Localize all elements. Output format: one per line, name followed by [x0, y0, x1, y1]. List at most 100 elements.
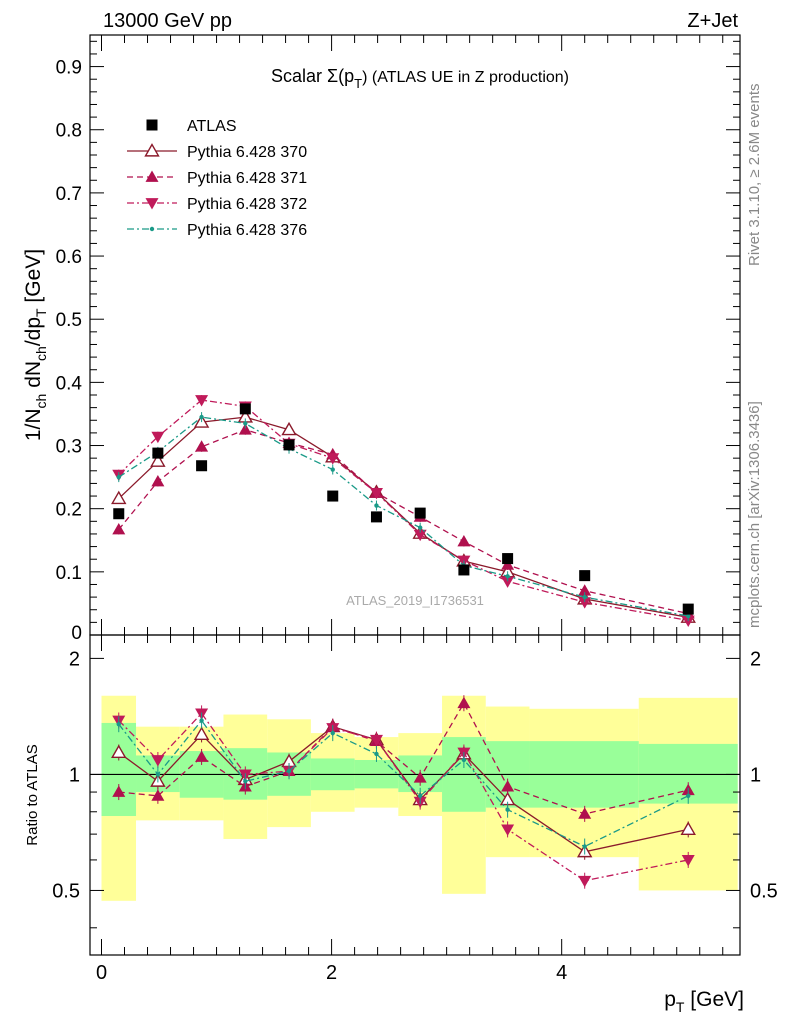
ratio-tick-label: 0.5	[52, 880, 80, 902]
y-tick-label: 0.6	[56, 247, 82, 268]
series-marker-3	[417, 525, 423, 530]
y-tick-label: 0.7	[56, 184, 82, 205]
ratio-marker-1	[501, 780, 515, 792]
series-marker-2	[501, 576, 515, 588]
series-marker-2	[326, 453, 340, 465]
process-label: Z+Jet	[687, 10, 738, 32]
ratio-tick-label: 1	[69, 764, 80, 786]
y-tick-label: 0.1	[56, 563, 82, 584]
energy-label: 13000 GeV pp	[103, 10, 232, 32]
ratio-marker-3	[686, 793, 691, 799]
y-tick-label-zero: 0	[71, 623, 82, 644]
atlas-data-point	[414, 507, 426, 519]
atlas-data-point	[327, 490, 339, 502]
series-line-3	[118, 416, 689, 617]
legend-label: Pythia 6.428 371	[187, 170, 307, 187]
ratio-axis-label: Ratio to ATLAS	[24, 744, 41, 845]
ratio-marker-2	[151, 755, 165, 767]
series-marker-0	[281, 421, 297, 436]
ratio-marker-3	[286, 768, 292, 774]
ratio-marker-1	[195, 750, 209, 762]
x-tick-label: 0	[96, 962, 107, 984]
series-marker-3	[582, 594, 587, 600]
series-marker-1	[578, 584, 592, 596]
ratio-tick-label-right: 0.5	[750, 880, 778, 902]
ratio-line-1	[118, 701, 689, 815]
legend-marker	[149, 226, 155, 232]
series-marker-0	[150, 453, 166, 467]
atlas-data-point	[152, 447, 164, 459]
ratio-marker-3	[155, 772, 161, 777]
ratio-marker-3	[116, 721, 121, 727]
atlas-data-point	[458, 564, 470, 576]
series-line-2	[118, 399, 689, 622]
series-marker-2	[413, 529, 427, 542]
ratio-line-3	[118, 719, 689, 848]
series-marker-1	[457, 535, 471, 547]
series-marker-1	[501, 558, 515, 570]
legend-marker	[146, 119, 158, 131]
series-line-1	[118, 429, 689, 615]
atlas-data-point	[502, 553, 514, 565]
legend-marker	[145, 198, 159, 210]
ratio-marker-3	[417, 793, 423, 799]
ratio-marker-2	[501, 824, 515, 836]
series-marker-1	[238, 423, 252, 435]
series-marker-3	[330, 467, 335, 472]
y-tick-label: 0.5	[56, 310, 82, 331]
series-marker-3	[116, 474, 121, 480]
series-marker-1	[195, 440, 209, 452]
y-axis-label: 1/Nch dNch/dpT [GeV]	[22, 249, 49, 441]
series-marker-2	[151, 431, 165, 444]
series-marker-3	[505, 574, 510, 579]
series-marker-1	[112, 523, 126, 535]
ratio-marker-0	[680, 821, 696, 835]
title-tail: ) (ATLAS UE in Z production)	[362, 69, 569, 86]
ratio-tick-label: 2	[69, 648, 80, 670]
y-tick-label: 0.9	[56, 58, 82, 79]
series-marker-2	[195, 395, 209, 407]
ratio-marker-2	[369, 734, 383, 747]
ratio-marker-3	[199, 718, 204, 723]
legend-label: ATLAS	[187, 118, 237, 135]
ratio-marker-1	[413, 771, 427, 783]
ratio-marker-3	[582, 844, 587, 849]
series-marker-2	[369, 488, 383, 500]
atlas-data-point	[682, 603, 694, 615]
ratio-marker-1	[457, 696, 471, 709]
atlas-data-point	[113, 508, 125, 520]
ratio-panel-frame	[89, 634, 741, 956]
band-inner	[101, 722, 137, 817]
legend-label: Pythia 6.428 370	[187, 144, 307, 161]
ratio-marker-0	[193, 726, 210, 740]
legend-label: Pythia 6.428 376	[187, 222, 307, 239]
atlas-data-point	[239, 403, 251, 415]
series-marker-1	[151, 475, 165, 487]
series-marker-2	[681, 615, 695, 627]
legend: ATLAS Pythia 6.428 370 Pythia 6.428 371 Pyt…	[127, 118, 307, 239]
main-panel-series	[111, 395, 696, 627]
ratio-line-2	[118, 712, 689, 882]
ratio-marker-3	[330, 730, 335, 736]
title-main: Scalar Σ(p	[271, 66, 354, 86]
ratio-marker-3	[505, 807, 510, 812]
title-sub: T	[354, 76, 362, 91]
atlas-data-point	[196, 460, 208, 472]
ratio-marker-0	[111, 744, 127, 759]
ratio-panel-series	[111, 695, 696, 889]
legend-marker	[145, 170, 159, 182]
ratio-marker-1	[112, 785, 126, 797]
series-marker-3	[374, 503, 379, 508]
series-marker-2	[578, 597, 592, 609]
chart-title: Scalar Σ(pT) (ATLAS UE in Z production)	[271, 66, 569, 91]
ratio-marker-1	[578, 807, 592, 819]
x-tick-label: 2	[326, 962, 337, 984]
ratio-marker-1	[151, 789, 165, 801]
y-tick-label: 0.4	[56, 373, 83, 394]
legend-marker	[144, 143, 160, 157]
atlas-data-point	[283, 439, 295, 451]
ratio-marker-3	[243, 779, 248, 784]
ratio-marker-3	[461, 757, 467, 763]
atlas-data-point	[579, 570, 591, 582]
